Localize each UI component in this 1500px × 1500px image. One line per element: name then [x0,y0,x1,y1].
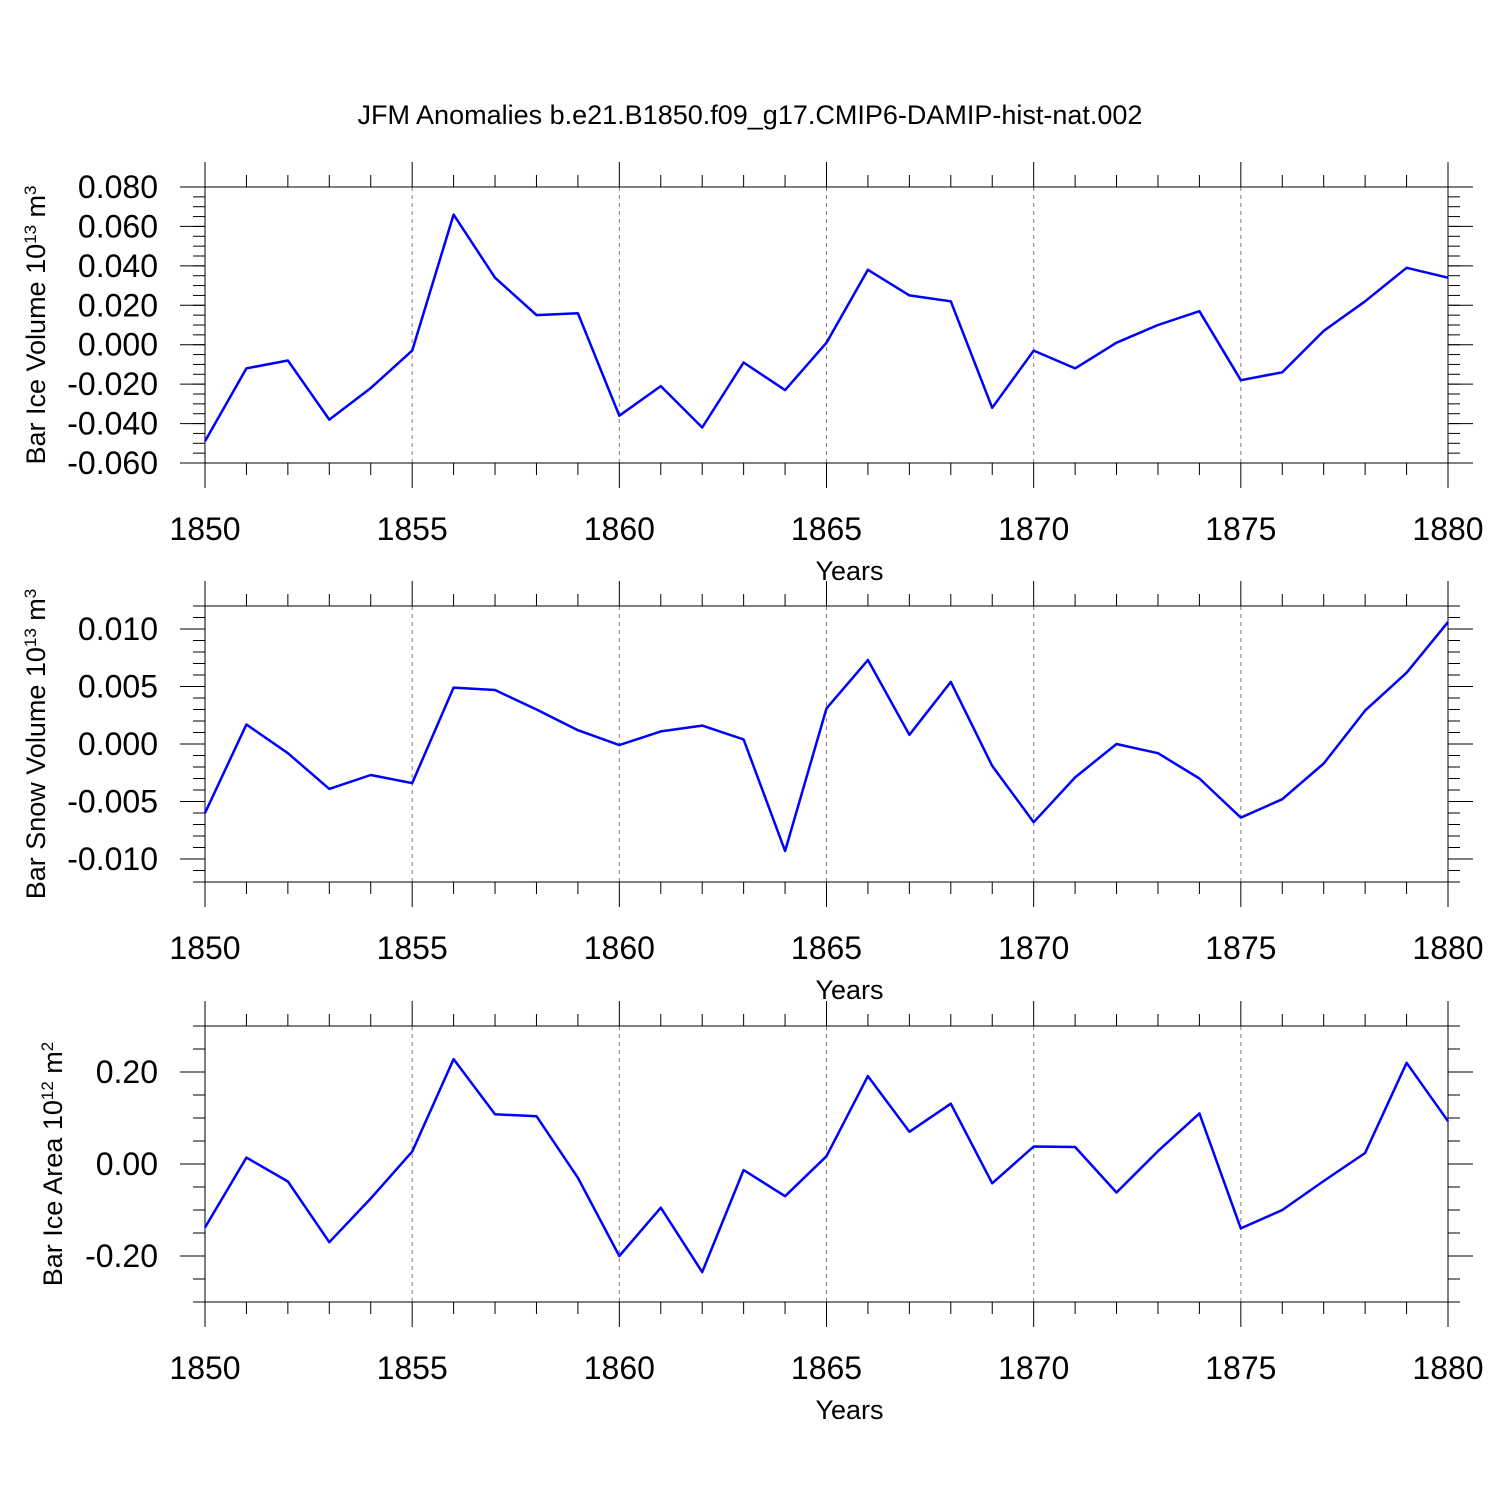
y-axis-label-superscript: 12 [38,1081,57,1100]
y-tick-label: 0.080 [78,169,158,205]
series-line [203,213,1449,442]
y-tick-label: 0.20 [96,1054,158,1090]
y-tick-label: 0.020 [78,287,158,323]
y-axis-label: Bar Ice Area 1012 m2 [38,1042,69,1287]
y-axis-label-part: m [38,1051,68,1081]
x-tick-label: 1855 [377,1350,448,1386]
y-tick-label: 0.040 [78,248,158,284]
x-axis-label: Years [815,556,883,586]
x-tick-label: 1875 [1205,930,1276,966]
y-tick-label: 0.060 [78,208,158,244]
x-tick-label: 1875 [1205,511,1276,547]
x-tick-label: 1850 [169,511,240,547]
x-tick-label: 1880 [1412,930,1483,966]
y-tick-label: 0.005 [78,669,158,705]
chart-panel-2: -0.010 -0.005 0.000 0.005 0.010 1850 1855 1860 1… [21,581,1484,1005]
y-tick-label: -0.040 [67,406,158,442]
x-tick-label: 1870 [998,511,1069,547]
y-tick-label: -0.010 [67,841,158,877]
y-axis-label-superscript: 13 [21,628,40,647]
y-tick-label: 0.00 [96,1146,158,1182]
x-tick-label: 1850 [169,1350,240,1386]
y-axis-label-part: m [21,195,51,225]
series-line [203,1057,1450,1274]
x-tick-label: 1860 [584,1350,655,1386]
y-tick-label: 0.010 [78,611,158,647]
series-line [203,621,1449,853]
x-tick-label: 1870 [998,1350,1069,1386]
x-tick-label: 1855 [377,511,448,547]
x-axis-label: Years [815,975,883,1005]
y-tick-label: -0.060 [67,445,158,481]
y-axis-label-part: Bar Ice Area 10 [38,1100,68,1286]
x-tick-label: 1880 [1412,1350,1483,1386]
y-axis-label-part: Bar Ice Volume 10 [21,244,51,465]
y-axis-label-superscript: 3 [21,185,40,194]
x-tick-label: 1865 [791,930,862,966]
y-axis-label-superscript: 13 [21,225,40,244]
y-axis-label: Bar Ice Volume 1013 m3 [21,185,52,464]
y-axis-label-superscript: 3 [21,589,40,598]
x-tick-label: 1850 [169,930,240,966]
chart-panel-3: -0.20 0.00 0.20 1850 1855 1860 1865 1870 1875 188… [38,1001,1484,1425]
x-tick-label: 1865 [791,511,862,547]
y-tick-label: -0.20 [85,1238,158,1274]
x-tick-label: 1860 [584,511,655,547]
y-axis-label-superscript: 2 [38,1042,57,1051]
chart-panels: -0.060-0.040-0.0200.0000.0200.0400.0600.… [21,162,1484,1425]
y-tick-label: -0.005 [67,784,158,820]
x-tick-label: 1870 [998,930,1069,966]
x-tick-label: 1855 [377,930,448,966]
y-tick-label: 0.000 [78,726,158,762]
x-axis-label: Years [815,1395,883,1425]
x-tick-label: 1860 [584,930,655,966]
y-tick-label: 0.000 [78,327,158,363]
y-axis-label-part: m [21,598,51,628]
y-tick-label: -0.020 [67,366,158,402]
y-axis-label-part: Bar Snow Volume 10 [21,647,51,899]
x-tick-label: 1865 [791,1350,862,1386]
figure-title: JFM Anomalies b.e21.B1850.f09_g17.CMIP6-… [358,100,1143,130]
x-tick-label: 1880 [1412,511,1483,547]
x-tick-label: 1875 [1205,1350,1276,1386]
y-axis-label: Bar Snow Volume 1013 m3 [21,589,52,900]
